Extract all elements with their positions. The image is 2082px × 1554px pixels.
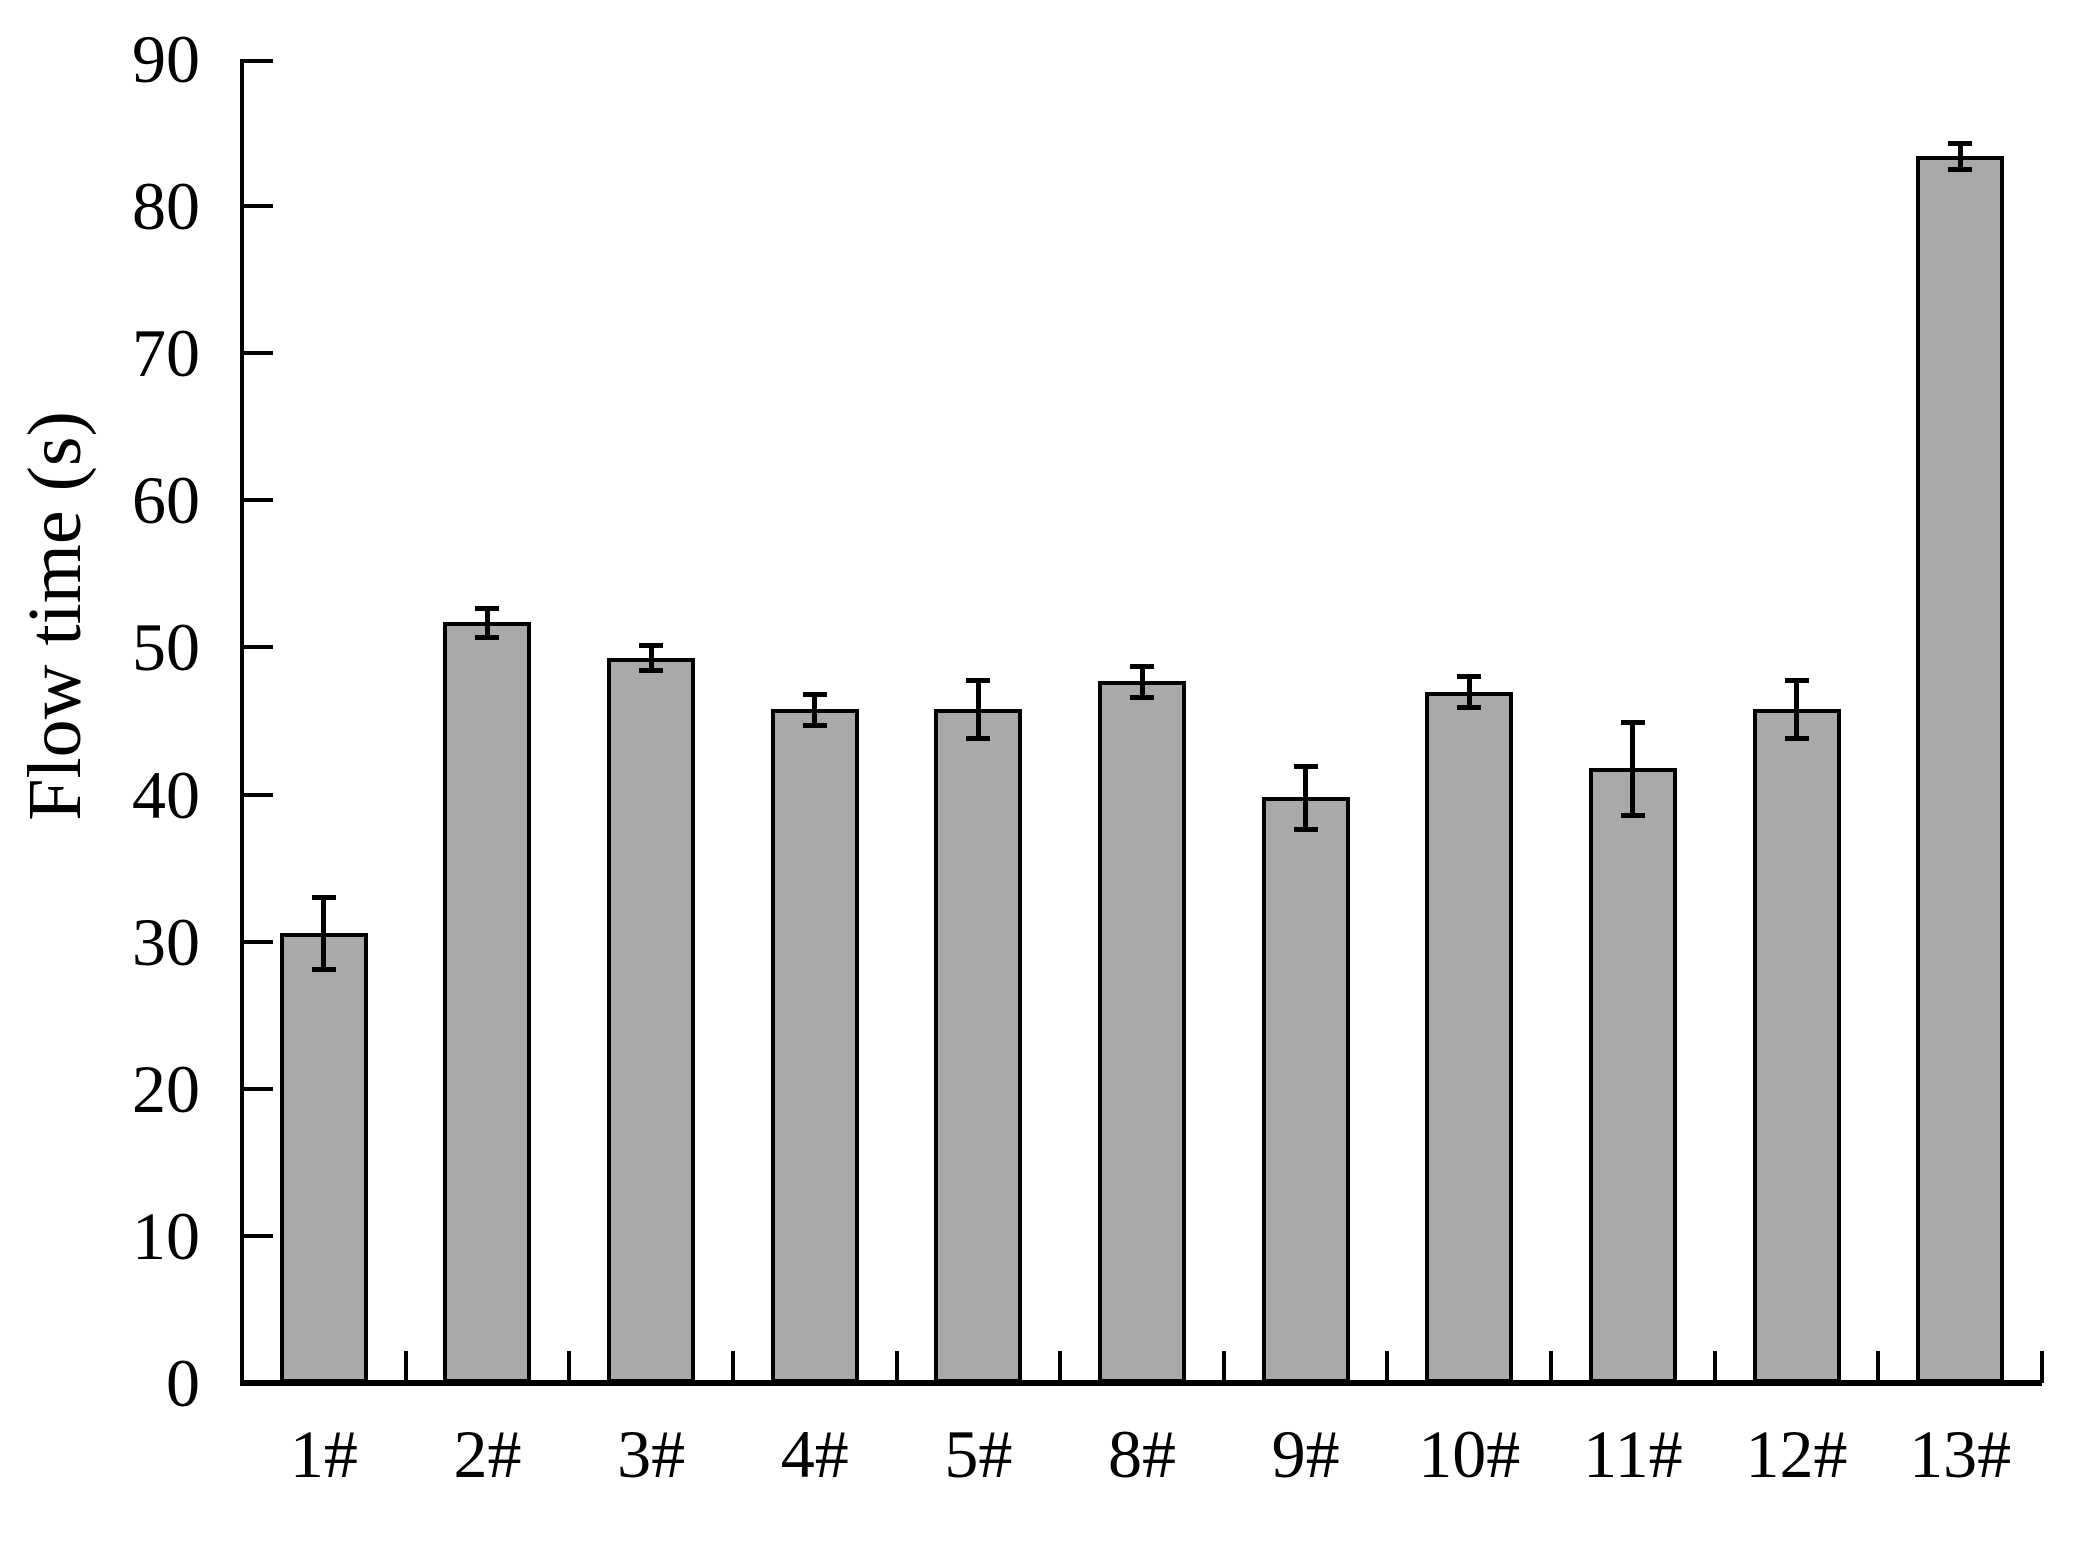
error-bar-cap-bottom bbox=[1130, 695, 1154, 700]
y-tick-label: 20 bbox=[132, 1050, 200, 1127]
error-bar-line bbox=[1139, 665, 1145, 697]
error-bar-cap-top bbox=[1620, 720, 1645, 725]
error-bar-cap-top bbox=[475, 606, 500, 611]
y-tick-label: 30 bbox=[132, 903, 200, 980]
error-bar-cap-top bbox=[639, 643, 664, 648]
x-category-label: 3# bbox=[617, 1416, 686, 1492]
error-bar-cap-top bbox=[1293, 764, 1318, 769]
y-tick-label: 0 bbox=[166, 1345, 200, 1421]
x-tick bbox=[1058, 1351, 1063, 1383]
error-bar-line bbox=[1303, 765, 1309, 830]
x-tick bbox=[894, 1351, 899, 1383]
error-bar-line bbox=[1957, 143, 1963, 169]
error-bar-line bbox=[975, 680, 981, 739]
error-bar-cap-bottom bbox=[1293, 827, 1318, 832]
bar bbox=[279, 933, 368, 1383]
error-bar-cap-bottom bbox=[639, 668, 664, 673]
x-category-label: 8# bbox=[1107, 1416, 1176, 1492]
y-tick-label: 60 bbox=[132, 462, 200, 539]
x-tick bbox=[1385, 1351, 1390, 1383]
x-category-label: 5# bbox=[944, 1416, 1013, 1492]
error-bar-line bbox=[648, 645, 654, 671]
x-category-label: 4# bbox=[780, 1416, 849, 1492]
plot-area bbox=[242, 59, 2044, 1383]
x-tick bbox=[2040, 1351, 2044, 1383]
error-bar-line bbox=[1630, 721, 1636, 815]
y-tick bbox=[242, 939, 273, 944]
error-bar-cap-top bbox=[1457, 674, 1482, 679]
bar bbox=[1752, 709, 1841, 1383]
error-bar-cap-bottom bbox=[966, 736, 991, 741]
error-bar-cap-bottom bbox=[1457, 705, 1482, 710]
x-category-label: 11# bbox=[1583, 1416, 1683, 1492]
y-tick-label: 90 bbox=[132, 21, 200, 97]
y-tick-label: 10 bbox=[132, 1197, 200, 1274]
error-bar-cap-top bbox=[802, 692, 827, 697]
x-category-label: 2# bbox=[453, 1416, 522, 1492]
bar bbox=[1261, 797, 1350, 1383]
error-bar-line bbox=[1794, 680, 1800, 739]
error-bar-cap-top bbox=[1784, 678, 1809, 683]
bar bbox=[1588, 768, 1677, 1383]
x-category-label: 13# bbox=[1909, 1416, 2012, 1492]
bar bbox=[443, 622, 532, 1383]
error-bar-cap-bottom bbox=[1784, 736, 1809, 741]
error-bar-cap-top bbox=[1130, 664, 1154, 669]
y-tick bbox=[242, 1086, 273, 1091]
x-tick bbox=[1549, 1351, 1554, 1383]
error-bar-cap-top bbox=[966, 678, 991, 683]
y-tick bbox=[242, 498, 273, 503]
y-tick-label: 40 bbox=[132, 756, 200, 833]
error-bar-line bbox=[1466, 675, 1472, 707]
y-axis-line bbox=[240, 59, 244, 1385]
x-tick bbox=[403, 1351, 408, 1383]
x-category-label: 1# bbox=[289, 1416, 358, 1492]
error-bar-line bbox=[484, 608, 490, 637]
x-category-label: 10# bbox=[1418, 1416, 1521, 1492]
bar bbox=[1425, 692, 1514, 1383]
bar bbox=[1916, 156, 2005, 1383]
y-tick-label: 50 bbox=[132, 609, 200, 686]
x-tick bbox=[730, 1351, 735, 1383]
bar bbox=[1098, 681, 1186, 1383]
x-tick bbox=[1221, 1351, 1226, 1383]
error-bar-cap-top bbox=[311, 895, 336, 900]
x-category-label: 9# bbox=[1271, 1416, 1340, 1492]
error-bar-line bbox=[321, 896, 327, 970]
x-axis-line bbox=[240, 1380, 2042, 1386]
error-bar-cap-bottom bbox=[802, 723, 827, 728]
error-bar-cap-bottom bbox=[311, 967, 336, 972]
y-tick-label: 70 bbox=[132, 315, 200, 392]
y-tick bbox=[242, 645, 273, 650]
error-bar-cap-bottom bbox=[1620, 813, 1645, 818]
y-tick bbox=[242, 792, 273, 797]
x-category-label: 12# bbox=[1745, 1416, 1848, 1492]
y-tick bbox=[242, 204, 273, 209]
error-bar-cap-bottom bbox=[475, 635, 500, 640]
x-tick bbox=[1876, 1351, 1881, 1383]
x-tick bbox=[1712, 1351, 1717, 1383]
y-tick-label: 80 bbox=[132, 168, 200, 245]
y-tick bbox=[242, 1233, 273, 1238]
bar bbox=[770, 709, 859, 1383]
error-bar-cap-bottom bbox=[1948, 167, 1973, 172]
bar bbox=[607, 658, 696, 1383]
error-bar-cap-top bbox=[1948, 141, 1973, 146]
y-tick bbox=[242, 59, 273, 63]
y-tick bbox=[242, 351, 273, 356]
bar bbox=[934, 709, 1023, 1383]
error-bar-line bbox=[812, 693, 818, 725]
x-tick bbox=[567, 1351, 572, 1383]
